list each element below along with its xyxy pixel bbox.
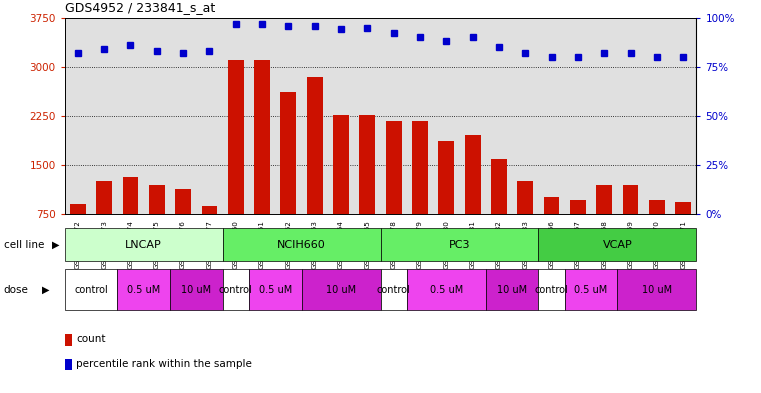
Text: control: control: [74, 285, 108, 295]
Bar: [570, 200, 586, 263]
Bar: [675, 202, 691, 263]
Text: LNCAP: LNCAP: [126, 240, 162, 250]
Text: percentile rank within the sample: percentile rank within the sample: [76, 359, 252, 369]
Bar: [65, 228, 223, 261]
Bar: [175, 189, 191, 263]
Bar: [254, 60, 270, 263]
Bar: [539, 269, 565, 310]
Text: count: count: [76, 334, 106, 345]
Bar: [170, 269, 223, 310]
Text: control: control: [377, 285, 410, 295]
Text: ▶: ▶: [42, 285, 49, 295]
Text: control: control: [535, 285, 568, 295]
Bar: [228, 60, 244, 263]
Bar: [123, 177, 139, 263]
Text: 0.5 uM: 0.5 uM: [575, 285, 608, 295]
Bar: [407, 269, 486, 310]
Text: 0.5 uM: 0.5 uM: [127, 285, 161, 295]
Bar: [149, 185, 164, 263]
Bar: [359, 115, 375, 263]
Bar: [333, 115, 349, 263]
Bar: [491, 159, 507, 263]
Bar: [539, 228, 696, 261]
Text: GDS4952 / 233841_s_at: GDS4952 / 233841_s_at: [65, 1, 215, 14]
Text: cell line: cell line: [4, 240, 44, 250]
Text: 10 uM: 10 uM: [326, 285, 356, 295]
Bar: [70, 204, 86, 263]
Bar: [486, 269, 539, 310]
Bar: [622, 185, 638, 263]
Bar: [517, 182, 533, 263]
Text: 10 uM: 10 uM: [181, 285, 212, 295]
Text: NCIH660: NCIH660: [277, 240, 326, 250]
Text: ▶: ▶: [52, 240, 59, 250]
Bar: [380, 269, 407, 310]
Bar: [565, 269, 617, 310]
Text: 10 uM: 10 uM: [642, 285, 672, 295]
Bar: [307, 77, 323, 263]
Bar: [223, 228, 380, 261]
Bar: [617, 269, 696, 310]
Bar: [65, 359, 72, 370]
Bar: [438, 141, 454, 263]
Bar: [543, 196, 559, 263]
Bar: [65, 269, 117, 310]
Text: 10 uM: 10 uM: [497, 285, 527, 295]
Bar: [649, 200, 665, 263]
Bar: [597, 185, 612, 263]
Bar: [301, 269, 380, 310]
Bar: [202, 206, 218, 263]
Text: VCAP: VCAP: [603, 240, 632, 250]
Text: 0.5 uM: 0.5 uM: [430, 285, 463, 295]
Text: 0.5 uM: 0.5 uM: [259, 285, 292, 295]
Bar: [249, 269, 301, 310]
Bar: [465, 135, 480, 263]
Bar: [223, 269, 249, 310]
Bar: [96, 182, 112, 263]
Bar: [412, 121, 428, 263]
Bar: [65, 334, 72, 345]
Text: dose: dose: [4, 285, 29, 295]
Text: PC3: PC3: [449, 240, 470, 250]
Bar: [117, 269, 170, 310]
Text: control: control: [219, 285, 253, 295]
Bar: [281, 92, 296, 263]
Bar: [380, 228, 539, 261]
Bar: [386, 121, 402, 263]
